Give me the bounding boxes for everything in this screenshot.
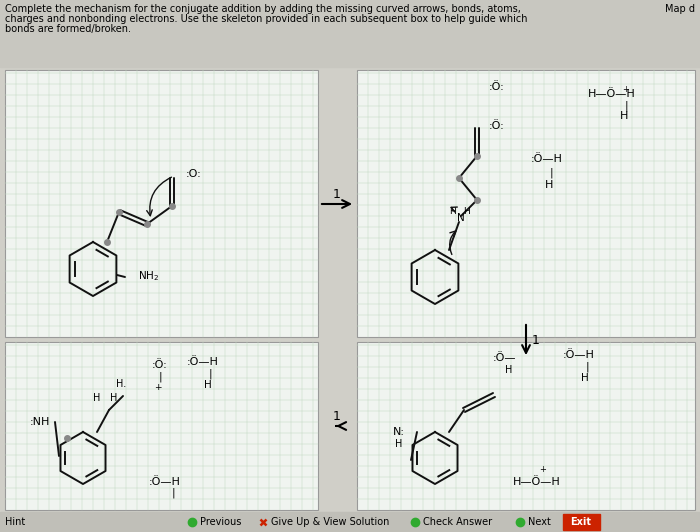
Text: bonds are formed/broken.: bonds are formed/broken. [5,24,131,34]
Text: N:: N: [393,427,405,437]
Text: +: + [540,466,547,475]
Text: :NH: :NH [30,417,50,427]
Text: |: | [550,168,553,178]
Text: H: H [204,380,212,390]
Text: 1: 1 [333,187,341,201]
Text: H—Ö—H: H—Ö—H [588,89,636,99]
Text: :Ö:: :Ö: [489,82,505,92]
Text: H: H [395,439,402,449]
Text: H: H [505,365,512,375]
Text: :Ö:: :Ö: [152,360,168,370]
Text: +: + [622,86,629,95]
Bar [357,342,695,510]
Text: H: H [93,393,101,403]
Bar [563,514,600,530]
Text: Exit: Exit [570,517,592,527]
Bar [357,70,695,337]
Text: H: H [111,393,118,403]
Text: |: | [172,488,175,498]
Text: Previous: Previous [200,517,242,527]
Bar [5,342,318,510]
Text: Next: Next [528,517,551,527]
Text: 1: 1 [532,334,540,346]
Text: Map d: Map d [665,4,695,14]
Text: H: H [449,206,456,215]
Text: H: H [620,111,628,121]
Text: |: | [158,372,162,383]
Bar [0,512,700,532]
Text: Hint: Hint [5,517,25,527]
Text: :Ö—H: :Ö—H [563,350,595,360]
Text: :Ö—H: :Ö—H [531,154,563,164]
Text: H.: H. [116,379,126,389]
Text: charges and nonbonding electrons. Use the skeleton provided in each subsequent b: charges and nonbonding electrons. Use th… [5,14,528,24]
Text: :Ö—: :Ö— [494,353,517,363]
Text: +: + [154,384,162,393]
Text: |: | [208,369,212,379]
Bar [5,70,318,337]
Text: :Ö:: :Ö: [489,121,505,131]
Text: |: | [624,101,628,111]
Text: Complete the mechanism for the conjugate addition by adding the missing curved a: Complete the mechanism for the conjugate… [5,4,521,14]
Text: Give Up & View Solution: Give Up & View Solution [271,517,389,527]
Text: :Ö—H: :Ö—H [149,477,181,487]
Text: H—Ö—H: H—Ö—H [513,477,561,487]
Text: |: | [585,362,589,372]
Text: :O:: :O: [186,169,202,179]
Text: H: H [463,206,470,215]
Text: NH$_2$: NH$_2$ [138,269,159,283]
Text: N: N [457,213,465,223]
Text: H: H [545,180,553,190]
Text: 1: 1 [333,410,341,422]
Text: :Ö—H: :Ö—H [187,357,219,367]
Text: H: H [581,373,589,383]
Text: Check Answer: Check Answer [423,517,492,527]
Bar [0,0,700,67]
